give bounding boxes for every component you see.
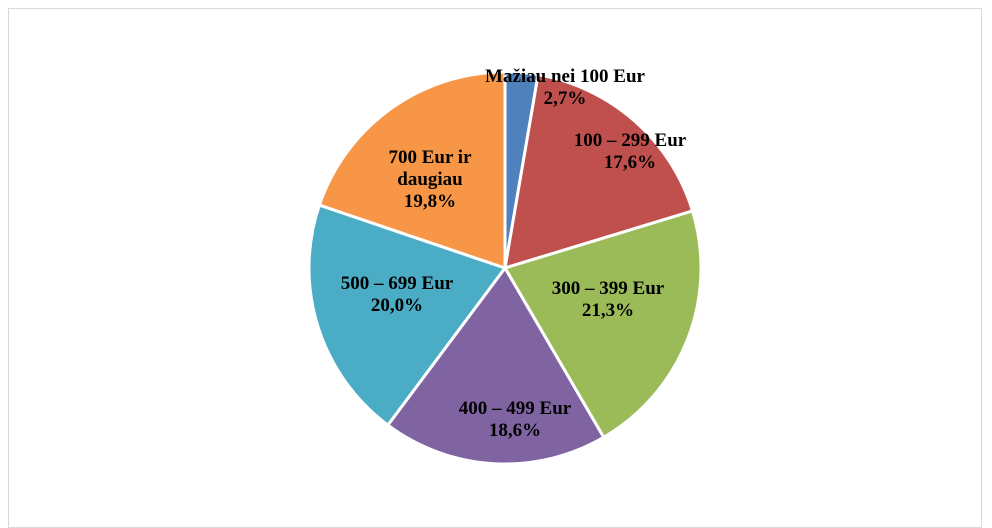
pie-slice: [307, 203, 508, 428]
value-label: 18,6%: [488, 420, 542, 441]
slice-label: 700 Eur ir daugiau 19,8%: [365, 147, 495, 213]
slice-label: 400 – 499 Eur 18,6%: [430, 398, 600, 442]
pie-slice: [385, 265, 606, 466]
pie-slice: [317, 70, 507, 271]
value-label: 20,0%: [370, 295, 424, 316]
category-label: 400 – 499 Eur: [458, 398, 572, 419]
category-label: 500 – 699 Eur: [340, 273, 454, 294]
value-label: 19,8%: [403, 191, 457, 212]
value-label: 2,7%: [543, 88, 587, 109]
value-label: 17,6%: [603, 152, 657, 173]
pie-slice: [502, 209, 703, 440]
pie-area: [307, 70, 703, 466]
value-label: 21,3%: [581, 300, 635, 321]
slice-label: Mažiau nei 100 Eur 2,7%: [485, 66, 645, 110]
pie-slice: [503, 73, 695, 271]
category-label: 300 – 399 Eur: [551, 278, 665, 299]
chart: Mažiau nei 100 Eur 2,7% 100 – 299 Eur 17,6%…: [8, 8, 982, 528]
slice-label: 500 – 699 Eur 20,0%: [312, 273, 482, 317]
category-label: 700 Eur ir daugiau: [388, 147, 472, 190]
slice-label: 100 – 299 Eur 17,6%: [545, 130, 715, 174]
category-label: Mažiau nei 100 Eur: [485, 66, 645, 87]
slice-label: 300 – 399 Eur 21,3%: [523, 278, 693, 322]
category-label: 100 – 299 Eur: [573, 130, 687, 151]
